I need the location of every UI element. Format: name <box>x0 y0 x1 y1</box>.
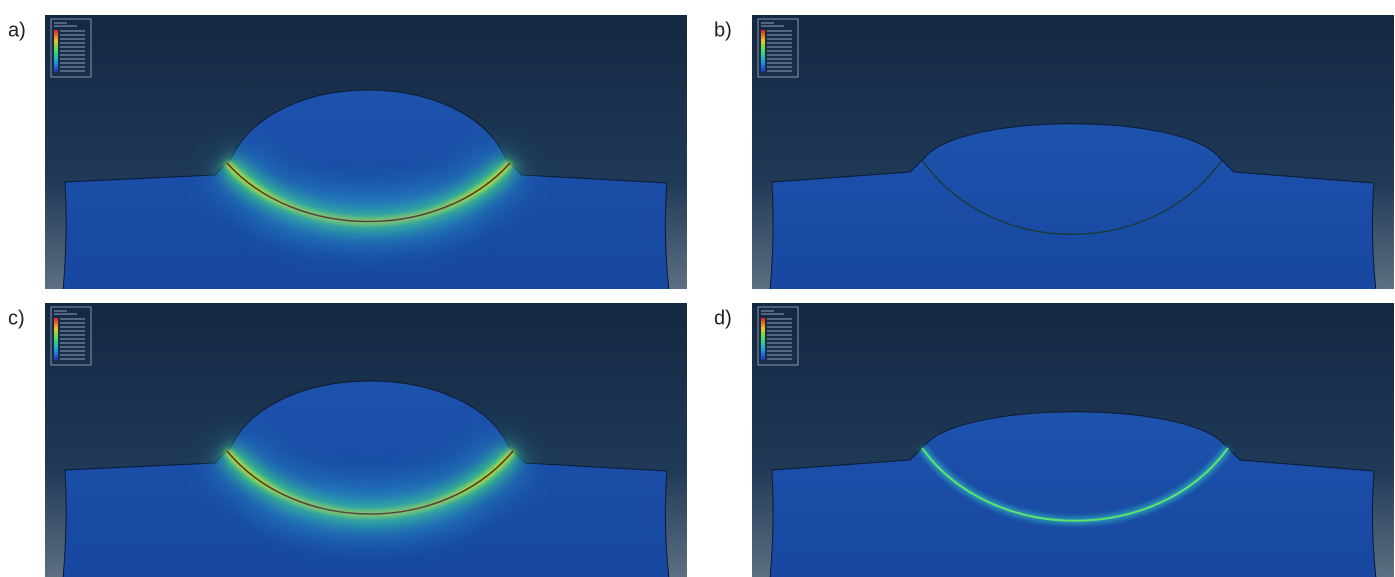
simulation-panel <box>45 303 687 577</box>
figure: a) b) c) d) <box>0 0 1395 577</box>
simulation-panel <box>752 15 1394 291</box>
panel-label: c) <box>8 307 25 329</box>
legend-scale <box>761 30 765 72</box>
legend-scale <box>54 30 58 72</box>
panel-label: b) <box>714 19 732 41</box>
simulation-panel <box>752 303 1394 577</box>
simulation-panel <box>45 15 687 291</box>
page: {"panels": [{"label": "a)"}, {"label": "… <box>0 0 1395 577</box>
interior-glow <box>255 485 475 529</box>
legend-scale <box>54 318 58 360</box>
panel-label: a) <box>8 19 26 41</box>
panel-label: d) <box>714 307 732 329</box>
legend-scale <box>761 318 765 360</box>
interior-glow <box>255 191 475 235</box>
